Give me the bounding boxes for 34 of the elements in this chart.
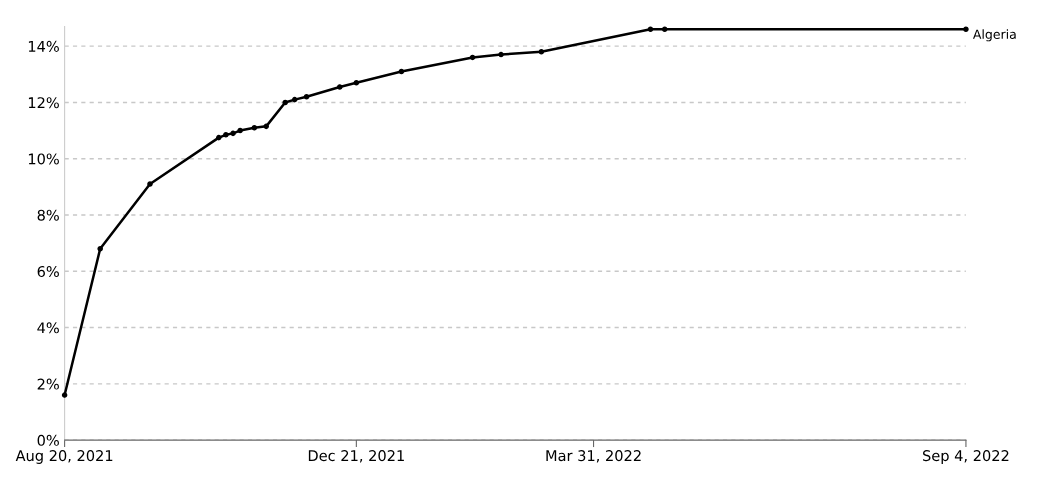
x-tick-label: Mar 31, 2022 bbox=[546, 450, 641, 463]
point bbox=[647, 26, 654, 33]
point bbox=[251, 124, 258, 131]
point bbox=[97, 245, 103, 252]
point bbox=[147, 181, 153, 187]
point bbox=[216, 134, 222, 141]
y-tick-label: 0% bbox=[37, 434, 59, 446]
point bbox=[282, 99, 288, 106]
point bbox=[336, 84, 343, 90]
y-tick-label: 6% bbox=[37, 265, 59, 278]
x-tick-label: Dec 21, 2021 bbox=[308, 450, 404, 463]
point bbox=[237, 127, 243, 134]
point bbox=[538, 49, 545, 55]
point bbox=[263, 123, 269, 130]
x-tick-label: Aug 20, 2021 bbox=[15, 450, 113, 464]
y-tick-label: 10% bbox=[28, 153, 59, 165]
y-tick-label: 2% bbox=[37, 378, 59, 390]
series-label: Algeria bbox=[972, 29, 1016, 42]
point bbox=[61, 392, 68, 398]
point bbox=[398, 68, 405, 75]
point bbox=[223, 132, 229, 138]
point bbox=[230, 130, 236, 137]
y-tick-label: 14% bbox=[28, 40, 59, 52]
point bbox=[963, 26, 969, 33]
y-tick-label: 8% bbox=[37, 209, 59, 221]
point bbox=[353, 79, 360, 86]
y-tick-label: 4% bbox=[37, 322, 59, 334]
point bbox=[498, 51, 504, 58]
point bbox=[469, 54, 476, 61]
y-tick-label: 12% bbox=[28, 97, 59, 109]
x-tick-label: Sep 4, 2022 bbox=[923, 450, 1009, 464]
point bbox=[661, 26, 668, 33]
point bbox=[291, 96, 298, 103]
point bbox=[303, 94, 310, 100]
